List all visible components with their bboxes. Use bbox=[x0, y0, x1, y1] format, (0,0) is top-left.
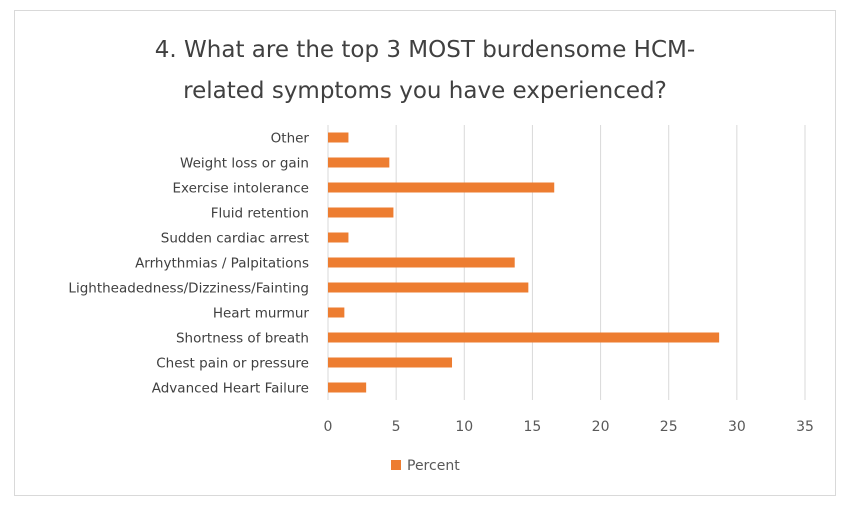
category-label: Shortness of breath bbox=[176, 331, 309, 347]
category-label: Other bbox=[271, 131, 310, 147]
bar bbox=[328, 232, 349, 243]
legend-swatch bbox=[391, 460, 401, 470]
bar bbox=[328, 257, 515, 268]
bar bbox=[328, 282, 529, 293]
category-label: Chest pain or pressure bbox=[156, 356, 309, 372]
bar bbox=[328, 132, 349, 143]
bar bbox=[328, 332, 720, 343]
bar bbox=[328, 307, 345, 318]
category-label: Fluid retention bbox=[211, 206, 309, 222]
x-tick-label: 25 bbox=[660, 419, 678, 435]
bar bbox=[328, 182, 555, 193]
x-tick-label: 15 bbox=[524, 419, 542, 435]
x-tick-label: 35 bbox=[796, 419, 814, 435]
category-label: Lightheadedness/Dizziness/Fainting bbox=[68, 281, 309, 297]
legend-label: Percent bbox=[407, 458, 460, 474]
category-label: Weight loss or gain bbox=[180, 156, 309, 172]
chart-title: 4. What are the top 3 MOST burdensome HC… bbox=[0, 30, 850, 112]
category-label: Sudden cardiac arrest bbox=[161, 231, 309, 247]
category-label: Arrhythmias / Palpitations bbox=[135, 256, 309, 272]
chart-frame bbox=[14, 10, 836, 496]
bar bbox=[328, 357, 453, 368]
category-label: Heart murmur bbox=[213, 306, 310, 322]
bar bbox=[328, 157, 390, 168]
chart-title-line-2: related symptoms you have experienced? bbox=[183, 78, 667, 104]
x-tick-label: 30 bbox=[728, 419, 746, 435]
chart-title-line-1: 4. What are the top 3 MOST burdensome HC… bbox=[154, 37, 696, 63]
category-label: Advanced Heart Failure bbox=[152, 381, 309, 397]
x-tick-label: 20 bbox=[592, 419, 610, 435]
bar bbox=[328, 382, 367, 393]
x-tick-label: 10 bbox=[455, 419, 473, 435]
x-tick-label: 0 bbox=[324, 419, 333, 435]
bar bbox=[328, 207, 394, 218]
x-tick-label: 5 bbox=[392, 419, 401, 435]
category-label: Exercise intolerance bbox=[173, 181, 310, 197]
